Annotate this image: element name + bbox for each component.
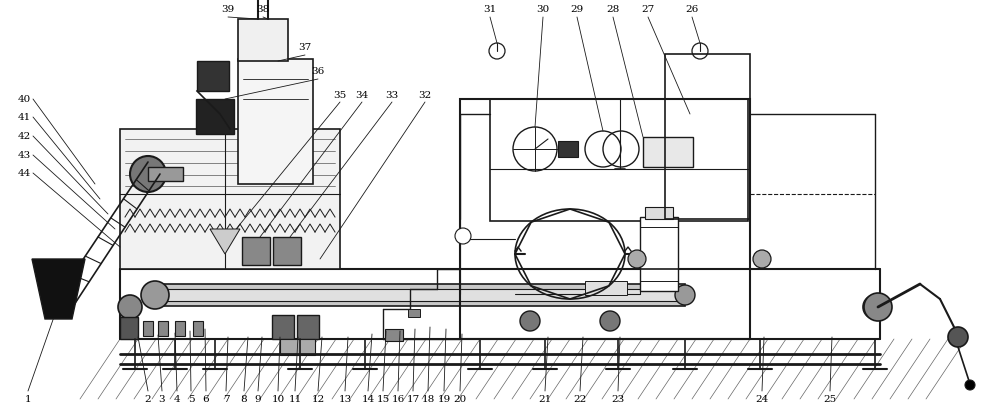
- Text: 7: 7: [223, 395, 229, 404]
- Text: 24: 24: [755, 395, 769, 404]
- Text: 27: 27: [641, 5, 655, 14]
- Text: 8: 8: [241, 395, 247, 404]
- Circle shape: [753, 250, 771, 268]
- Text: 13: 13: [338, 395, 352, 404]
- Text: 35: 35: [333, 90, 347, 99]
- Text: 2: 2: [145, 395, 151, 404]
- Bar: [143, 321, 153, 336]
- Circle shape: [600, 311, 620, 331]
- Text: 36: 36: [311, 67, 325, 76]
- Text: 21: 21: [538, 395, 552, 404]
- Bar: [490, 100, 748, 221]
- Polygon shape: [210, 229, 240, 254]
- Text: 37: 37: [298, 43, 312, 52]
- Bar: [585, 281, 627, 295]
- Text: 10: 10: [271, 395, 285, 404]
- Bar: [155, 289, 685, 301]
- Text: 3: 3: [159, 395, 165, 404]
- Bar: [408, 309, 420, 317]
- Bar: [238, 60, 313, 184]
- Bar: [558, 142, 578, 157]
- Text: 33: 33: [385, 90, 399, 99]
- Text: 11: 11: [288, 395, 302, 404]
- Text: 32: 32: [418, 90, 432, 99]
- Circle shape: [118, 295, 142, 319]
- Bar: [120, 130, 340, 270]
- Text: 42: 42: [18, 132, 31, 141]
- Bar: [385, 329, 403, 341]
- Bar: [175, 321, 185, 336]
- Text: 25: 25: [823, 395, 837, 404]
- Text: 1: 1: [25, 395, 31, 404]
- Bar: [197, 62, 229, 92]
- Text: 28: 28: [606, 5, 620, 14]
- Text: 6: 6: [203, 395, 209, 404]
- Bar: [460, 100, 750, 339]
- Text: 18: 18: [421, 395, 435, 404]
- Text: 4: 4: [174, 395, 180, 404]
- Bar: [148, 168, 183, 182]
- Bar: [640, 218, 678, 291]
- Bar: [665, 55, 750, 220]
- Circle shape: [520, 311, 540, 331]
- Bar: [196, 100, 234, 135]
- Text: 38: 38: [256, 5, 270, 14]
- Circle shape: [864, 293, 892, 321]
- Bar: [238, 20, 288, 62]
- Text: 39: 39: [221, 5, 235, 14]
- Circle shape: [675, 285, 695, 305]
- Text: 23: 23: [611, 395, 625, 404]
- Bar: [272, 315, 294, 339]
- Bar: [120, 317, 138, 339]
- Text: 34: 34: [355, 90, 369, 99]
- Text: 22: 22: [573, 395, 587, 404]
- Text: 30: 30: [536, 5, 550, 14]
- Circle shape: [948, 327, 968, 347]
- Text: 5: 5: [188, 395, 194, 404]
- Bar: [643, 138, 693, 168]
- Bar: [155, 284, 685, 306]
- Text: 12: 12: [311, 395, 325, 404]
- Text: 26: 26: [685, 5, 699, 14]
- Circle shape: [141, 281, 169, 309]
- Bar: [297, 315, 319, 339]
- Text: 44: 44: [18, 169, 31, 178]
- Bar: [242, 237, 270, 265]
- Text: 29: 29: [570, 5, 584, 14]
- Bar: [158, 321, 168, 336]
- Text: 17: 17: [406, 395, 420, 404]
- Circle shape: [130, 157, 166, 193]
- Circle shape: [628, 250, 646, 268]
- Bar: [280, 339, 315, 355]
- Bar: [193, 321, 203, 336]
- Circle shape: [965, 380, 975, 390]
- Text: 19: 19: [437, 395, 451, 404]
- Text: 40: 40: [18, 95, 31, 104]
- Polygon shape: [32, 259, 85, 319]
- Bar: [645, 207, 673, 220]
- Bar: [273, 237, 301, 265]
- Text: 14: 14: [361, 395, 375, 404]
- Circle shape: [863, 295, 887, 319]
- Circle shape: [455, 229, 471, 245]
- Text: 20: 20: [453, 395, 467, 404]
- Text: 43: 43: [18, 151, 31, 160]
- Text: 31: 31: [483, 5, 497, 14]
- Text: 9: 9: [255, 395, 261, 404]
- Text: 15: 15: [376, 395, 390, 404]
- Text: 16: 16: [391, 395, 405, 404]
- Text: 41: 41: [18, 113, 31, 122]
